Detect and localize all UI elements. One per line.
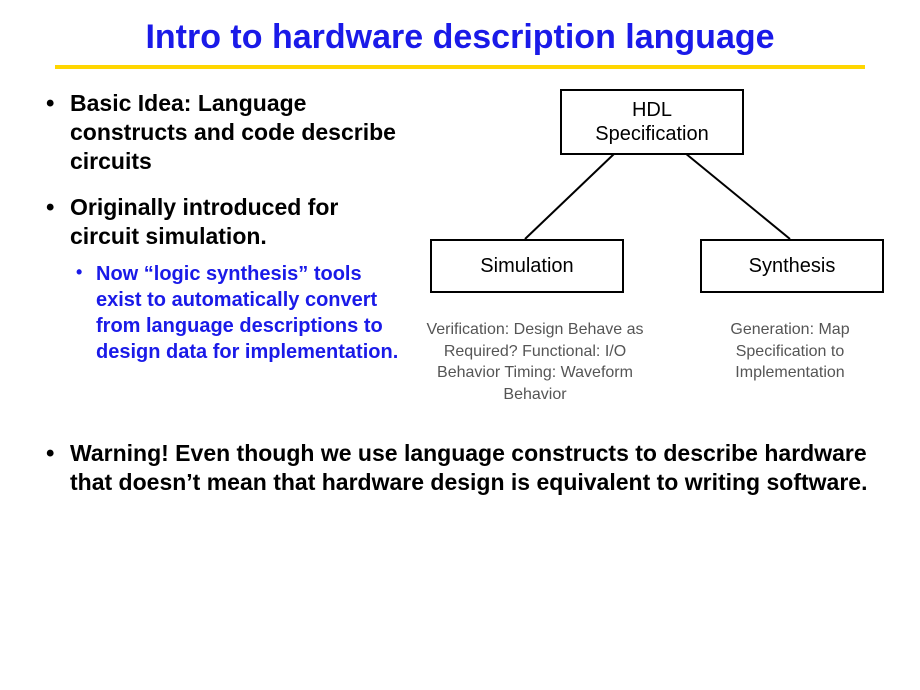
sub-bullet-synthesis: Now “logic synthesis” tools exist to aut… [70, 261, 400, 365]
edge-root-synthesis [685, 153, 790, 239]
title-underline [55, 65, 865, 69]
bullet-originally: Originally introduced for circuit simula… [40, 193, 400, 365]
right-column: HDLSpecification Simulation Synthesis Ve… [420, 89, 880, 429]
bullet-list: Basic Idea: Language constructs and code… [40, 89, 400, 365]
node-synthesis: Synthesis [700, 239, 884, 293]
caption-synthesis: Generation: Map Specification to Impleme… [690, 319, 890, 384]
bullet-warning: Warning! Even though we use language con… [40, 439, 880, 497]
node-simulation-label: Simulation [480, 254, 573, 278]
edge-root-simulation [525, 153, 615, 239]
bottom-section: Warning! Even though we use language con… [0, 439, 920, 497]
bottom-bullet-list: Warning! Even though we use language con… [40, 439, 880, 497]
slide-container: Intro to hardware description language B… [0, 0, 920, 690]
hdl-diagram: HDLSpecification Simulation Synthesis Ve… [420, 89, 880, 429]
caption-simulation: Verification: Design Behave as Required?… [420, 319, 650, 405]
node-hdl-spec: HDLSpecification [560, 89, 744, 155]
content-row: Basic Idea: Language constructs and code… [0, 89, 920, 429]
sub-bullet-list: Now “logic synthesis” tools exist to aut… [70, 261, 400, 365]
node-synthesis-label: Synthesis [749, 254, 836, 278]
node-hdl-spec-label: HDLSpecification [595, 98, 708, 146]
node-simulation: Simulation [430, 239, 624, 293]
left-column: Basic Idea: Language constructs and code… [40, 89, 420, 429]
bullet-basic-idea: Basic Idea: Language constructs and code… [40, 89, 400, 175]
slide-title: Intro to hardware description language [0, 0, 920, 65]
bullet-originally-text: Originally introduced for circuit simula… [70, 194, 338, 249]
